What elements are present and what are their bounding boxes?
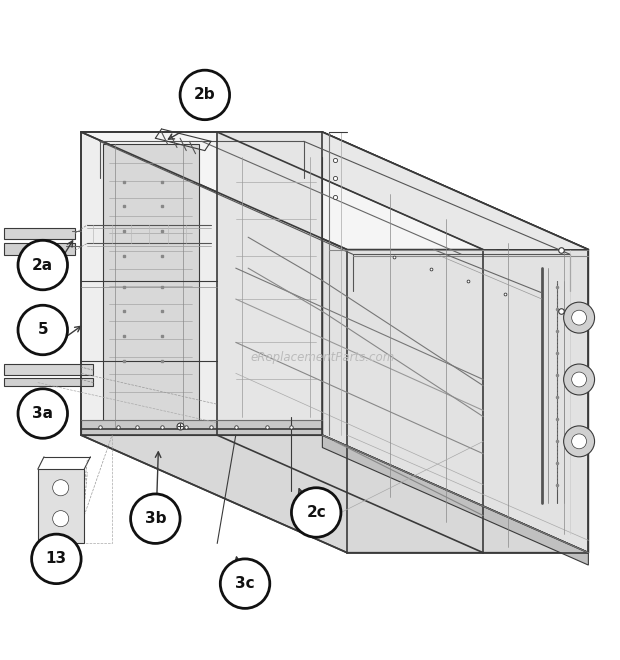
Circle shape [572,372,587,387]
Polygon shape [38,469,84,543]
Circle shape [131,494,180,543]
Text: eReplacementParts.com: eReplacementParts.com [250,351,394,364]
Text: 2b: 2b [194,87,216,102]
Polygon shape [4,244,75,255]
Circle shape [53,511,69,527]
Circle shape [18,306,68,354]
Text: 13: 13 [46,551,67,566]
Polygon shape [81,132,322,435]
Polygon shape [81,132,588,249]
Polygon shape [4,228,75,239]
Circle shape [572,434,587,449]
Polygon shape [229,157,322,416]
Text: 3b: 3b [144,512,166,526]
Text: 2a: 2a [32,257,53,273]
Text: 2c: 2c [306,505,326,520]
Circle shape [572,310,587,325]
Circle shape [564,302,595,333]
Circle shape [564,364,595,395]
Circle shape [564,426,595,457]
Circle shape [18,389,68,438]
Circle shape [180,70,229,119]
Circle shape [32,534,81,583]
Polygon shape [4,378,94,386]
Polygon shape [217,132,322,435]
Polygon shape [322,132,588,552]
Polygon shape [81,420,322,435]
Text: 3c: 3c [235,576,255,591]
Text: 3a: 3a [32,406,53,421]
Polygon shape [81,435,588,552]
Text: 5: 5 [37,323,48,337]
Circle shape [291,488,341,537]
Circle shape [18,240,68,290]
Polygon shape [217,132,588,249]
Polygon shape [103,145,198,429]
Polygon shape [4,364,94,375]
Polygon shape [322,435,588,565]
Circle shape [53,480,69,496]
Circle shape [220,559,270,609]
